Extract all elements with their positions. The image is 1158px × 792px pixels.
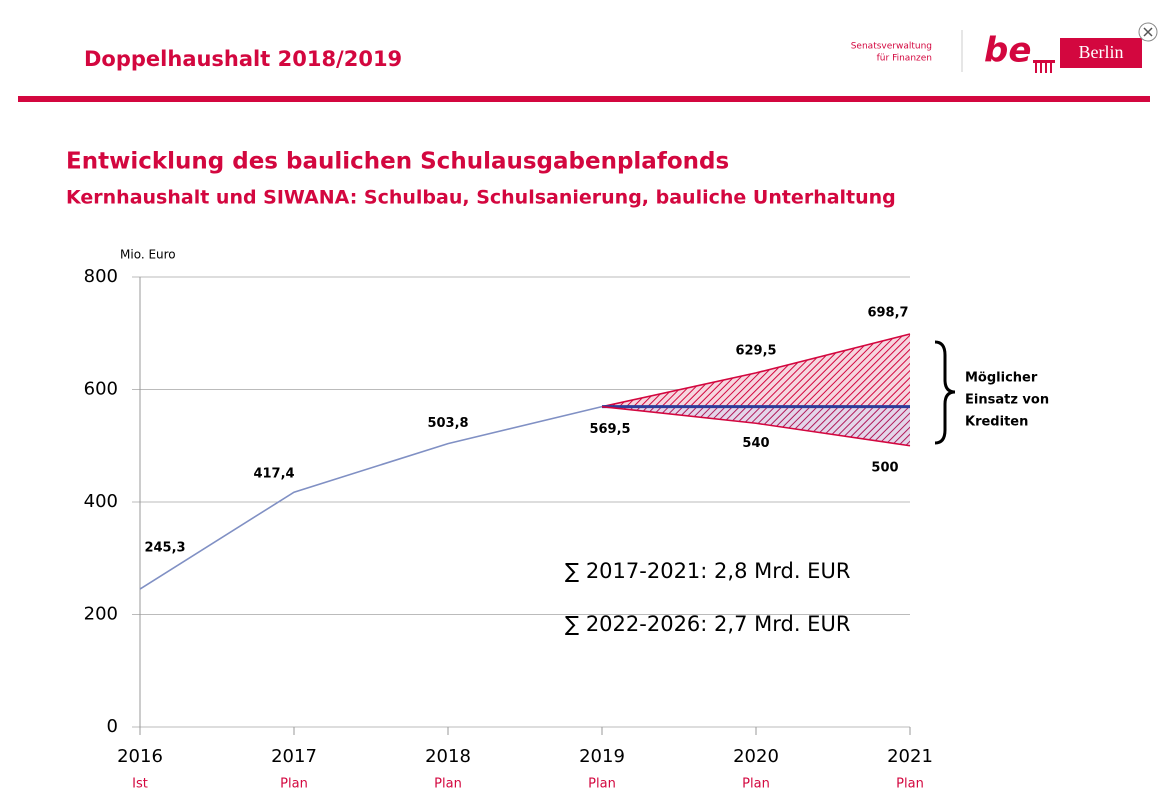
data-label: 629,5 — [735, 343, 776, 358]
data-label: 245,3 — [144, 541, 185, 556]
header-rule — [18, 96, 1150, 102]
x-tick-label: 2019 — [579, 746, 625, 767]
sum-annotation: ∑ 2017-2021: 2,8 Mrd. EUR — [565, 559, 850, 583]
y-tick-label: 600 — [84, 379, 118, 400]
header-title: Doppelhaushalt 2018/2019 — [84, 47, 402, 71]
y-axis-label: Mio. Euro — [120, 248, 176, 262]
y-tick-label: 0 — [107, 716, 118, 737]
logo-dept: für Finanzen — [877, 54, 932, 64]
plot: 0 200 400 600 800 2016 Ist 2017 Plan 2018 Plan 2019… — [84, 266, 933, 792]
x-tick-sublabel: Ist — [132, 777, 148, 792]
data-label: 698,7 — [867, 305, 908, 320]
x-tick-sublabel: Plan — [742, 777, 770, 792]
logo-dept: Senatsverwaltung — [851, 42, 932, 52]
x-tick-sublabel: Plan — [434, 777, 462, 792]
data-label: 569,5 — [589, 422, 630, 437]
x-tick-label: 2017 — [271, 746, 317, 767]
bracket-label: Einsatz von — [965, 393, 1049, 408]
data-label: 503,8 — [427, 416, 468, 431]
bracket-label: Möglicher — [965, 371, 1038, 386]
x-tick-sublabel: Plan — [280, 777, 308, 792]
y-tick-label: 200 — [84, 604, 118, 625]
y-tick-label: 400 — [84, 491, 118, 512]
hatch-area — [602, 333, 910, 407]
x-tick-sublabel: Plan — [896, 777, 924, 792]
series-line — [601, 405, 911, 447]
data-label: 500 — [871, 460, 898, 475]
x-tick-label: 2021 — [887, 746, 933, 767]
y-tick-label: 800 — [84, 266, 118, 287]
chart-title: Entwicklung des baulichen Schulausgabenp… — [66, 149, 729, 175]
data-label: 417,4 — [253, 467, 294, 482]
chart-subtitle: Kernhaushalt und SIWANA: Schulbau, Schul… — [66, 187, 896, 209]
close-button[interactable] — [1138, 22, 1158, 42]
series-line — [139, 405, 603, 590]
bracket-label: Krediten — [965, 415, 1028, 430]
series-line — [601, 333, 911, 408]
bracket — [934, 340, 956, 445]
data-label: 540 — [742, 436, 769, 451]
x-tick-label: 2018 — [425, 746, 471, 767]
x-tick-label: 2016 — [117, 746, 163, 767]
logo-box — [1060, 38, 1142, 68]
logo-brand: be — [984, 31, 1031, 71]
logo-city: Berlin — [1079, 42, 1124, 62]
hatch-area — [602, 406, 910, 446]
x-tick-sublabel: Plan — [588, 777, 616, 792]
logo-gate — [1033, 60, 1055, 73]
sum-annotation: ∑ 2022-2026: 2,7 Mrd. EUR — [565, 612, 850, 636]
x-tick-label: 2020 — [733, 746, 779, 767]
